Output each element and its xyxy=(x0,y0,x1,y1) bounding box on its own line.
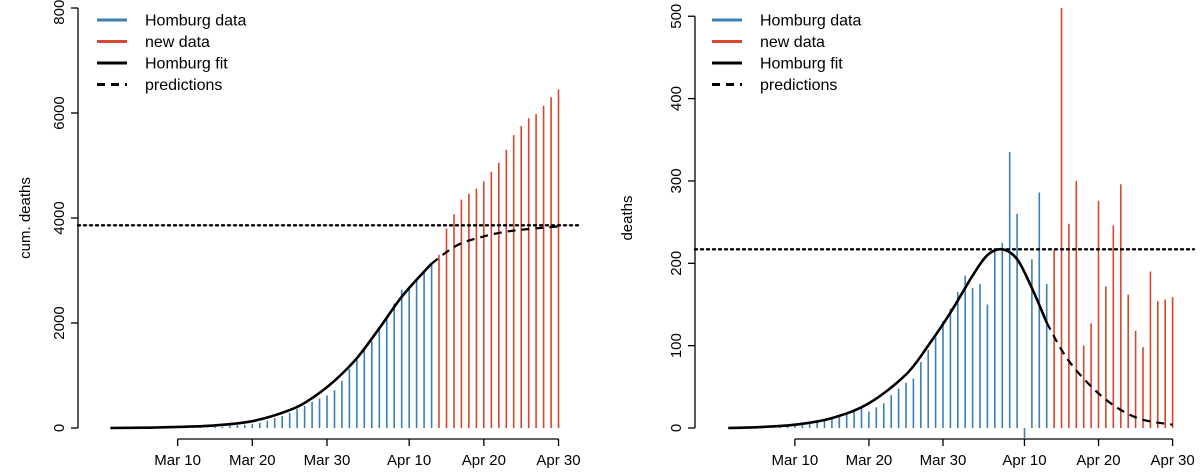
legend-label: new data xyxy=(145,34,210,51)
x-tick-label: Mar 20 xyxy=(846,452,893,469)
legend-label: predictions xyxy=(760,77,837,94)
y-tick-label: 0 xyxy=(668,424,685,432)
y-tick-label: 6000 xyxy=(51,96,68,129)
x-tick-label: Mar 10 xyxy=(772,452,819,469)
y-tick-label: 0 xyxy=(51,424,68,432)
legend-label: Homburg data xyxy=(760,13,861,30)
y-tick-label: 100 xyxy=(668,333,685,358)
y-tick-label: 8000 xyxy=(51,0,68,25)
legend-label: Homburg fit xyxy=(760,56,843,73)
legend-label: new data xyxy=(760,34,825,51)
x-tick-label: Mar 30 xyxy=(304,452,351,469)
y-axis-title: deaths xyxy=(619,195,636,240)
y-axis-title: cum. deaths xyxy=(17,177,34,259)
x-tick-label: Apr 30 xyxy=(1150,452,1194,469)
legend-label: predictions xyxy=(145,77,222,94)
legend-label: Homburg data xyxy=(145,13,246,30)
legend-label: Homburg fit xyxy=(145,56,228,73)
x-tick-label: Apr 10 xyxy=(387,452,431,469)
y-tick-label: 300 xyxy=(668,168,685,193)
y-tick-label: 500 xyxy=(668,4,685,29)
x-tick-label: Apr 20 xyxy=(462,452,506,469)
fit-curve xyxy=(728,247,1048,430)
fit-curve xyxy=(110,262,433,430)
y-tick-label: 200 xyxy=(668,251,685,276)
y-tick-label: 400 xyxy=(668,86,685,111)
chart-daily-deaths: 0 100 200 300 400 500 deaths Mar 10 Mar 20 Mar 30… xyxy=(619,4,1196,469)
x-tick-label: Apr 30 xyxy=(536,452,580,469)
y-tick-label: 4000 xyxy=(51,201,68,234)
x-tick-label: Apr 20 xyxy=(1076,452,1120,469)
prediction-curve xyxy=(430,225,559,265)
x-tick-label: Mar 20 xyxy=(229,452,276,469)
prediction-curve xyxy=(1045,322,1173,426)
chart-cumulative-deaths: 0 2000 4000 6000 8000 cum. deaths Mar 10 Mar 20… xyxy=(17,0,582,469)
y-tick-label: 2000 xyxy=(51,306,68,339)
x-tick-label: Mar 10 xyxy=(154,452,201,469)
x-tick-label: Mar 30 xyxy=(920,452,967,469)
x-tick-label: Apr 10 xyxy=(1002,452,1046,469)
